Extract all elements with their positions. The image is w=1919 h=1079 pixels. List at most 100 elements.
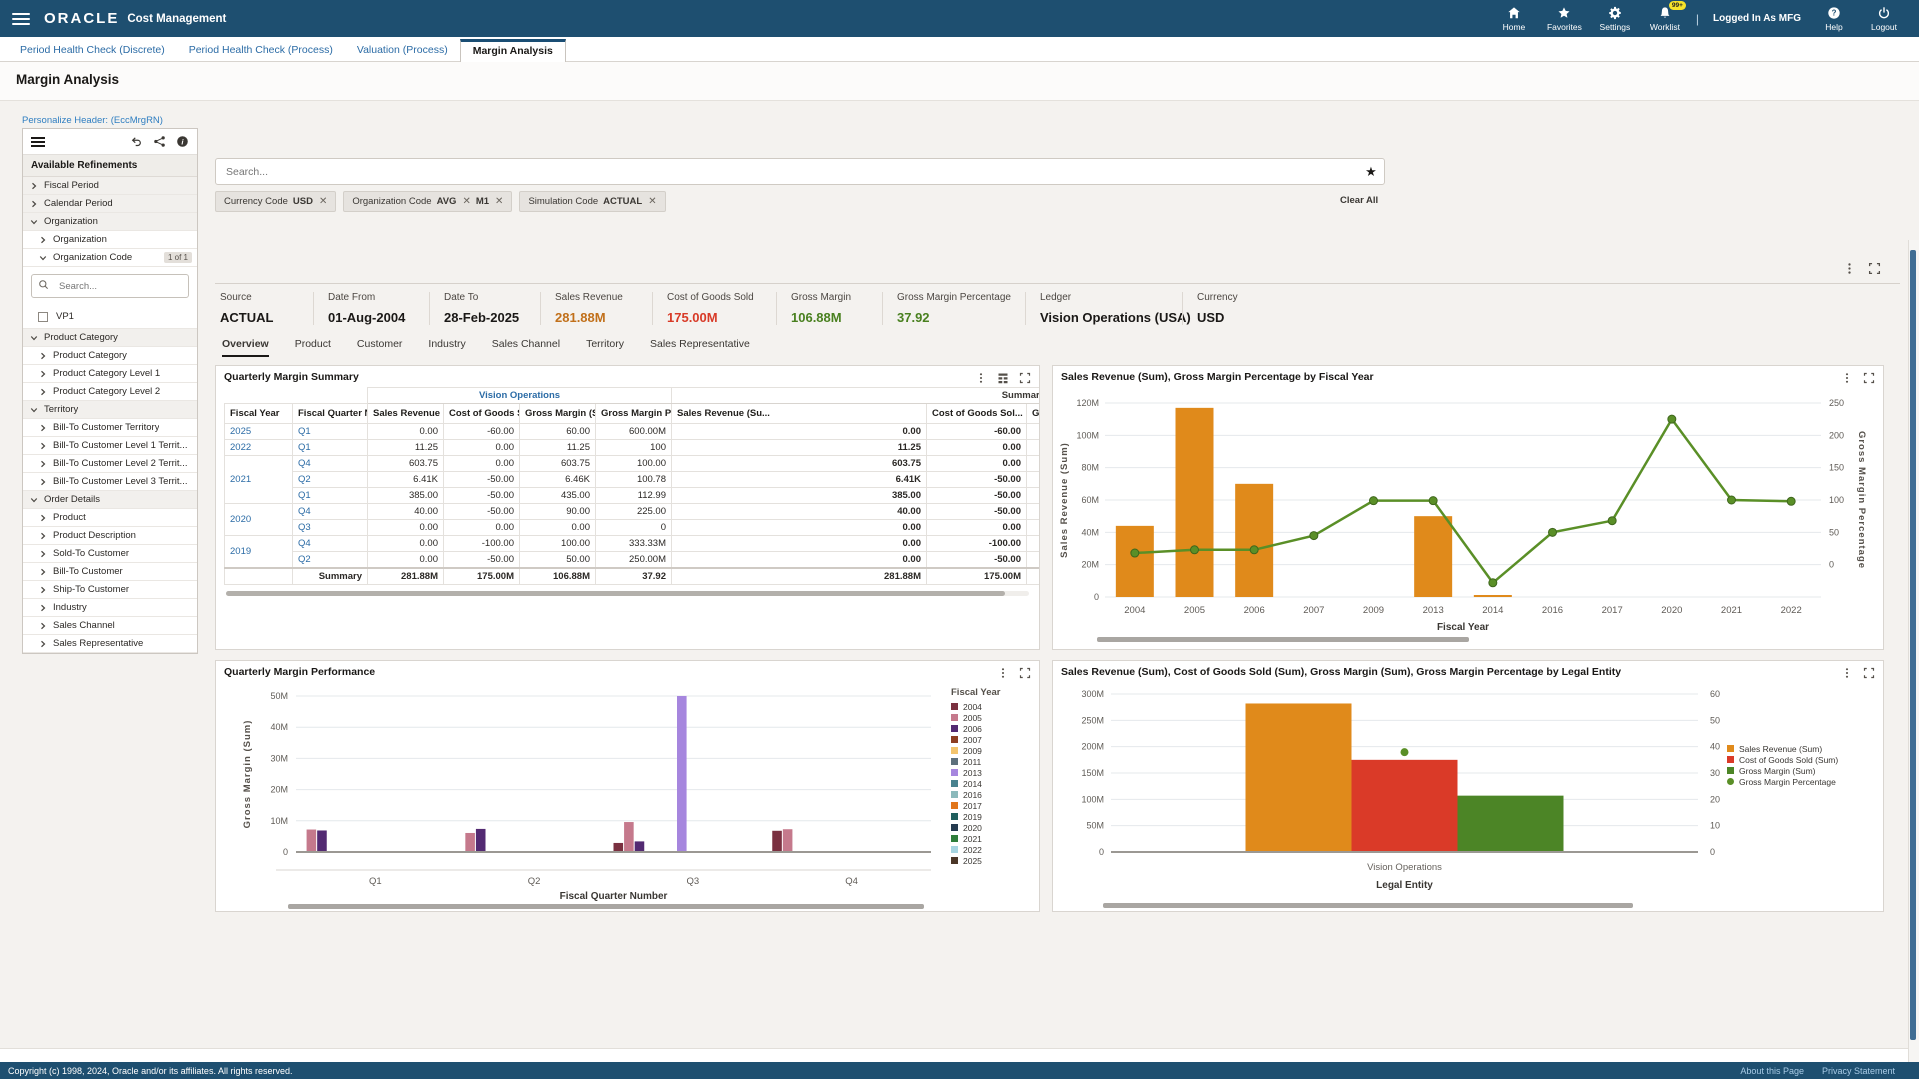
kebab-menu-icon[interactable] — [997, 666, 1009, 678]
subtab-territory[interactable]: Territory — [586, 338, 624, 350]
legend-item-gross-margin-percentage[interactable]: Gross Margin Percentage — [1727, 776, 1875, 787]
refinement-organization[interactable]: Organization — [23, 231, 197, 249]
tab-period-health-check-discrete[interactable]: Period Health Check (Discrete) — [20, 44, 165, 56]
refinement-territory[interactable]: Territory — [23, 401, 197, 419]
expand-icon[interactable] — [1019, 666, 1031, 678]
page-scrollbar[interactable] — [1908, 240, 1919, 1062]
subtab-industry[interactable]: Industry — [428, 338, 466, 350]
refinement-sold-to-customer[interactable]: Sold-To Customer — [23, 545, 197, 563]
kebab-menu-icon[interactable] — [1841, 666, 1853, 678]
refinements-menu-icon[interactable] — [31, 136, 45, 147]
refinement-fiscal-period[interactable]: Fiscal Period — [23, 177, 197, 195]
tab-margin-analysis[interactable]: Margin Analysis — [459, 39, 566, 62]
legend-item-2022[interactable]: 2022 — [951, 844, 1027, 855]
table-horizontal-scrollbar[interactable] — [226, 591, 1029, 596]
footer-link-privacy-statement[interactable]: Privacy Statement — [1821, 1065, 1895, 1076]
fiscal-quarter-link[interactable]: Q3 — [292, 519, 368, 536]
kebab-menu-icon[interactable] — [1841, 371, 1853, 383]
refinement-order-details[interactable]: Order Details — [23, 491, 197, 509]
fiscal-year-link[interactable]: 2025 — [224, 423, 293, 440]
checkbox[interactable] — [38, 311, 48, 322]
share-icon[interactable] — [153, 135, 166, 148]
subtab-sales-representative[interactable]: Sales Representative — [649, 338, 750, 350]
fiscal-year-link[interactable]: 2019 — [224, 535, 293, 569]
refinement-product-category-level-2[interactable]: Product Category Level 2 — [23, 383, 197, 401]
refinement-ship-to-customer[interactable]: Ship-To Customer — [23, 581, 197, 599]
nav-settings[interactable]: Settings — [1590, 5, 1640, 32]
legend-item-2017[interactable]: 2017 — [951, 800, 1027, 811]
refinement-product-category-level-1[interactable]: Product Category Level 1 — [23, 365, 197, 383]
kebab-menu-icon[interactable] — [1843, 262, 1856, 275]
fiscal-year-link[interactable]: 2021 — [224, 455, 293, 504]
refinement-option-vp1[interactable]: VP1 — [23, 305, 197, 329]
nav-help[interactable]: ? Help — [1809, 5, 1859, 32]
fiscal-year-link[interactable]: 2020 — [224, 503, 293, 536]
nav-home[interactable]: Home — [1489, 5, 1539, 32]
refinement-bill-to-customer-level-1-territ[interactable]: Bill-To Customer Level 1 Territ... — [23, 437, 197, 455]
save-search-star-icon[interactable]: ★ — [1365, 163, 1377, 179]
expand-icon[interactable] — [1863, 371, 1875, 383]
view-toggle-icon[interactable] — [997, 371, 1009, 383]
remove-filter-icon[interactable]: ✕ — [648, 196, 657, 207]
legend-item-gross-margin-sum[interactable]: Gross Margin (Sum) — [1727, 765, 1875, 776]
remove-filter-icon[interactable]: ✕ — [495, 196, 504, 207]
subtab-customer[interactable]: Customer — [356, 338, 403, 350]
clear-all-button[interactable]: Clear All — [1340, 195, 1379, 206]
refinement-bill-to-customer-level-3-territ[interactable]: Bill-To Customer Level 3 Territ... — [23, 473, 197, 491]
fiscal-quarter-link[interactable]: Q4 — [292, 455, 368, 472]
legend-item-2006[interactable]: 2006 — [951, 723, 1027, 734]
refinement-bill-to-customer-level-2-territ[interactable]: Bill-To Customer Level 2 Territ... — [23, 455, 197, 473]
refinement-product[interactable]: Product — [23, 509, 197, 527]
legend-item-2007[interactable]: 2007 — [951, 734, 1027, 745]
nav-logout[interactable]: Logout — [1859, 5, 1909, 32]
subtab-sales-channel[interactable]: Sales Channel — [491, 338, 561, 350]
legend-item-2014[interactable]: 2014 — [951, 778, 1027, 789]
fiscal-quarter-link[interactable]: Q2 — [292, 551, 368, 569]
search-input[interactable] — [216, 165, 1358, 178]
legend-item-2009[interactable]: 2009 — [951, 745, 1027, 756]
refinement-industry[interactable]: Industry — [23, 599, 197, 617]
fiscal-quarter-link[interactable]: Q4 — [292, 535, 368, 552]
remove-filter-icon[interactable]: ✕ — [318, 196, 328, 207]
refinement-sales-channel[interactable]: Sales Channel — [23, 617, 197, 635]
info-icon[interactable]: i — [176, 135, 189, 148]
fiscal-year-link[interactable]: 2022 — [224, 439, 293, 456]
refinement-bill-to-customer-territory[interactable]: Bill-To Customer Territory — [23, 419, 197, 437]
legend-item-2020[interactable]: 2020 — [951, 822, 1027, 833]
nav-worklist[interactable]: Worklist 99+ — [1640, 1, 1690, 32]
expand-icon[interactable] — [1019, 371, 1031, 383]
undo-icon[interactable] — [130, 135, 143, 148]
expand-icon[interactable] — [1868, 262, 1881, 275]
refinement-organization[interactable]: Organization — [23, 213, 197, 231]
tab-period-health-check-process[interactable]: Period Health Check (Process) — [188, 44, 333, 56]
legend-item-2025[interactable]: 2025 — [951, 855, 1027, 866]
refinement-bill-to-customer[interactable]: Bill-To Customer — [23, 563, 197, 581]
subtab-product[interactable]: Product — [294, 338, 331, 350]
remove-filter-icon[interactable]: ✕ — [462, 196, 471, 207]
legend-item-sales-revenue-sum[interactable]: Sales Revenue (Sum) — [1727, 743, 1875, 754]
legend-item-2004[interactable]: 2004 — [951, 701, 1027, 712]
fiscal-quarter-link[interactable]: Q1 — [292, 423, 368, 440]
legend-item-cost-of-goods-sold-sum[interactable]: Cost of Goods Sold (Sum) — [1727, 754, 1875, 765]
kebab-menu-icon[interactable] — [975, 371, 987, 383]
refinement-product-description[interactable]: Product Description — [23, 527, 197, 545]
fiscal-quarter-link[interactable]: Q4 — [292, 503, 368, 520]
legend-item-2005[interactable]: 2005 — [951, 712, 1027, 723]
refinement-sales-representative[interactable]: Sales Representative — [23, 635, 197, 653]
expand-icon[interactable] — [1863, 666, 1875, 678]
refinement-organization-code[interactable]: Organization Code 1 of 1 — [23, 249, 197, 267]
tab-valuation-process[interactable]: Valuation (Process) — [356, 44, 448, 56]
refinement-product-category[interactable]: Product Category — [23, 329, 197, 347]
refinement-search-input[interactable] — [57, 279, 167, 293]
legend-item-2021[interactable]: 2021 — [951, 833, 1027, 844]
legend-item-2016[interactable]: 2016 — [951, 789, 1027, 800]
subtab-overview[interactable]: Overview — [222, 338, 269, 357]
legend-item-2011[interactable]: 2011 — [951, 756, 1027, 767]
legend-item-2013[interactable]: 2013 — [951, 767, 1027, 778]
nav-favorites[interactable]: Favorites — [1539, 5, 1590, 32]
fiscal-quarter-link[interactable]: Q1 — [292, 439, 368, 456]
refinement-calendar-period[interactable]: Calendar Period — [23, 195, 197, 213]
refinement-product-category[interactable]: Product Category — [23, 347, 197, 365]
fiscal-quarter-link[interactable]: Q1 — [292, 487, 368, 504]
global-menu-icon[interactable] — [12, 12, 30, 25]
